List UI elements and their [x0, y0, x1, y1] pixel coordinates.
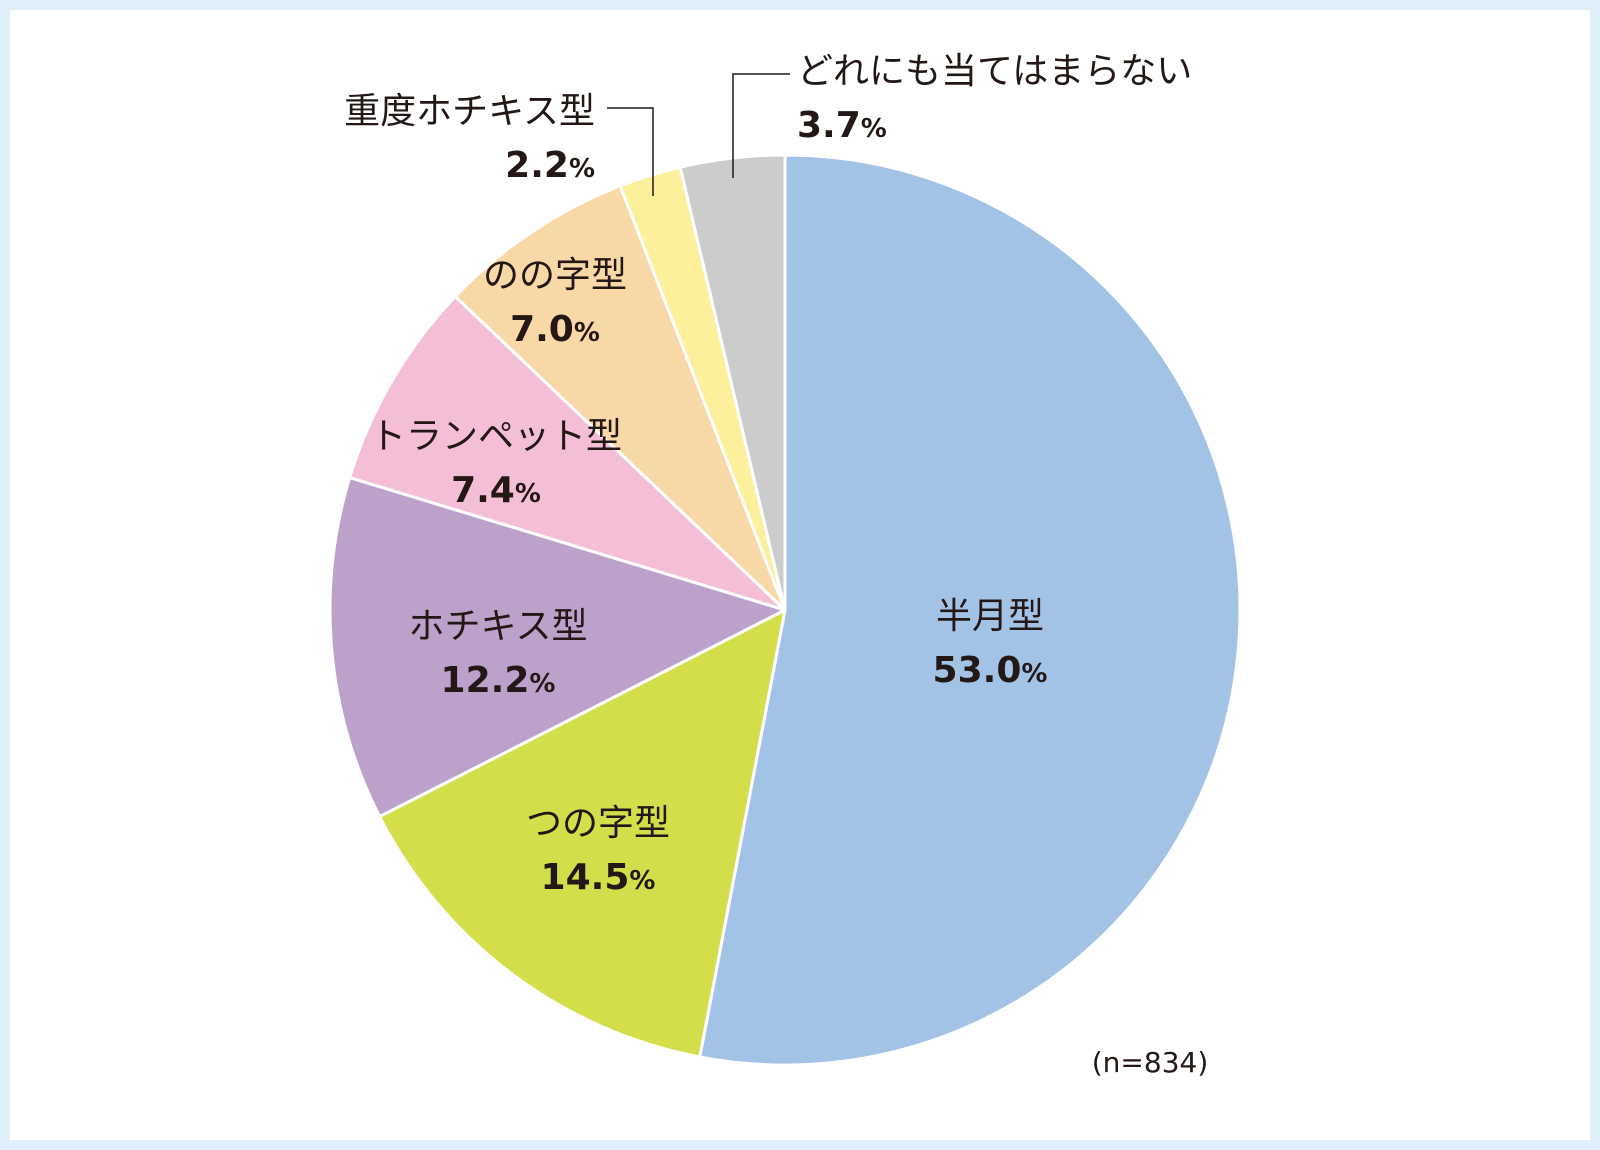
pie-chart: 半月型 53.0% つの字型 14.5% ホチキス型 12.2% トランペット型 7.4% のの…	[328, 51, 1242, 1079]
leader-line-6	[732, 73, 790, 178]
pie-slices	[328, 153, 1242, 1067]
slice-label-name-3: トランペット型	[370, 416, 622, 457]
slice-label-name-0: 半月型	[936, 596, 1044, 637]
slice-label-value-6: 3.7%	[797, 105, 887, 146]
pie-slice-3	[348, 294, 787, 612]
slice-labels: 半月型 53.0% つの字型 14.5% ホチキス型 12.2% トランペット型 7.4% のの…	[344, 51, 1192, 898]
slice-label-name-1: つの字型	[526, 803, 670, 844]
slice-label-name-5: 重度ホチキス型	[344, 91, 595, 132]
slice-label-value-2: 12.2%	[441, 660, 556, 701]
pie-slice-1	[378, 608, 787, 1059]
slice-label-value-0: 53.0%	[933, 650, 1048, 691]
slice-label-name-4: のの字型	[483, 255, 627, 296]
pie-slice-2	[328, 476, 787, 819]
leader-lines	[607, 73, 790, 196]
pie-slice-0	[698, 153, 1242, 1067]
sample-size-note: (n=834)	[1092, 1046, 1209, 1079]
slice-label-value-1: 14.5%	[541, 857, 656, 898]
chart-frame: 半月型 53.0% つの字型 14.5% ホチキス型 12.2% トランペット型 7.4% のの…	[10, 10, 1590, 1140]
pie-slice-6	[678, 153, 787, 612]
pie-slice-4	[453, 184, 787, 612]
slice-label-name-2: ホチキス型	[409, 606, 588, 647]
slice-label-value-3: 7.4%	[451, 470, 541, 511]
slice-label-value-5: 2.2%	[505, 145, 595, 186]
slice-label-value-4: 7.0%	[510, 309, 600, 350]
slice-label-name-6: どれにも当てはまらない	[797, 51, 1192, 92]
leader-line-5	[607, 107, 654, 196]
